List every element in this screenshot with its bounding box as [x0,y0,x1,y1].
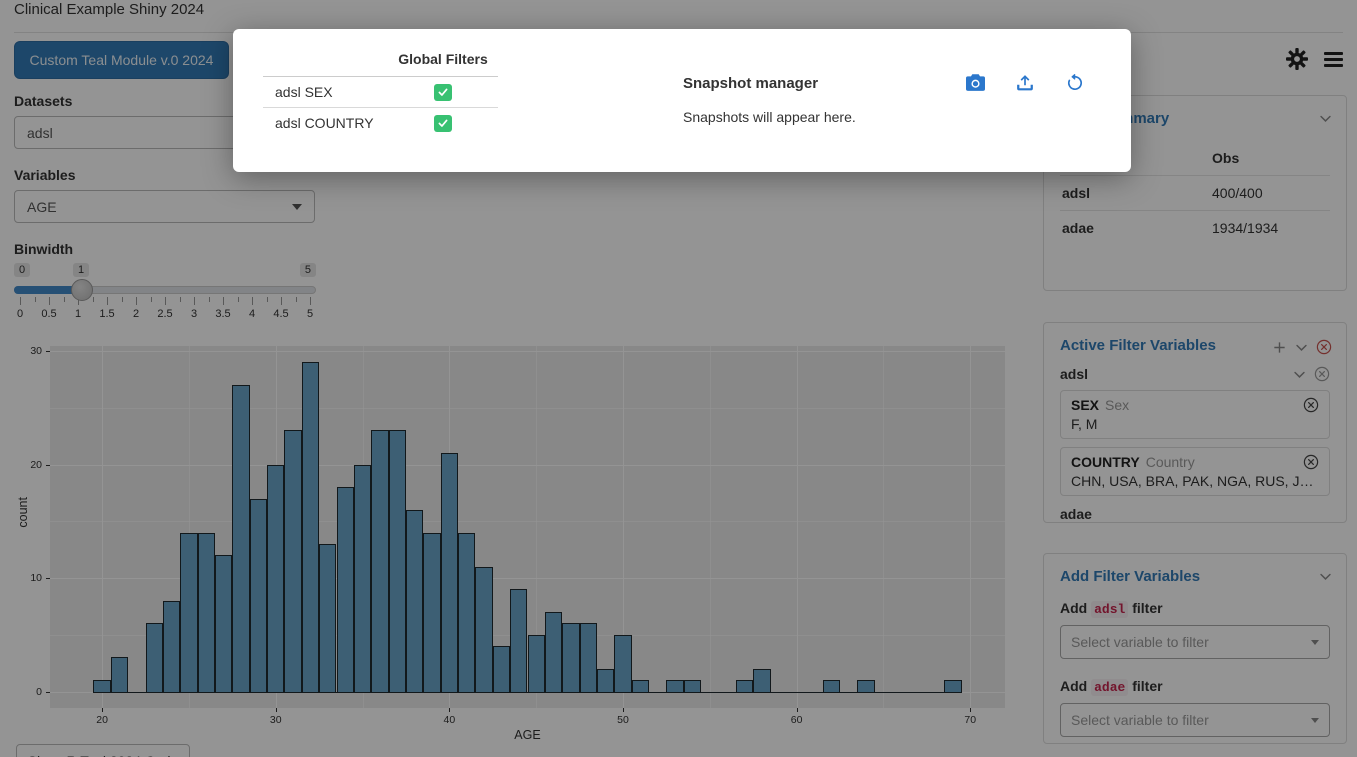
variables-label: Variables [14,167,76,183]
collapse-chevron-icon[interactable] [1295,341,1308,354]
remove-filter-icon[interactable] [1303,454,1319,470]
chevron-down-icon [1311,717,1319,723]
add-filters-card: Add Filter Variables Add adsl filter Sel… [1043,553,1347,744]
upload-icon[interactable] [1016,74,1034,92]
global-filter-row-sex: adsl SEX [263,76,498,108]
checkbox-checked-icon[interactable] [434,83,452,101]
camera-icon[interactable] [966,74,985,91]
summary-row-adae: adae 1934/1934 [1062,220,1279,236]
x-axis-title: AGE [514,728,541,742]
chevron-down-icon [1311,639,1319,645]
filter-values: CHN, USA, BRA, PAK, NGA, RUS, J… [1071,473,1314,489]
slider-grid: 0 0.5 1 1.5 2 2.5 3 3.5 4 4.5 5 [17,297,313,323]
active-filters-title: Active Filter Variables [1060,337,1216,354]
add-adae-filter-label: Add adae filter [1060,678,1163,696]
hamburger-icon[interactable] [1324,49,1343,70]
page-title: Clinical Example Shiny 2024 [14,1,205,18]
binwidth-label: Binwidth [14,241,74,257]
module-tab-button[interactable]: Custom Teal Module v.0 2024 [14,41,229,79]
remove-dataset-filters-icon[interactable] [1314,366,1330,382]
filter-manager-modal: Global Filters adsl SEX adsl COUNTRY Sna… [233,29,1131,172]
datasets-label: Datasets [14,93,73,109]
variables-select[interactable]: AGE [14,190,315,223]
add-adsl-filter-select[interactable]: Select variable to filter [1060,625,1330,659]
snapshot-empty-text: Snapshots will appear here. [683,109,856,125]
dataset-row-adsl: adsl [1060,366,1330,382]
collapse-chevron-icon[interactable] [1319,112,1332,125]
add-filter-plus-icon[interactable] [1272,340,1287,355]
slider-min-label: 0 [14,263,31,277]
global-filters-table: adsl SEX adsl COUNTRY [263,76,498,138]
remove-filter-icon[interactable] [1303,397,1319,413]
chevron-down-icon [292,203,302,210]
collapse-chevron-icon[interactable] [1293,368,1306,381]
remove-all-filters-icon[interactable] [1316,339,1332,355]
gear-icon[interactable] [1286,48,1308,70]
slider-fill [14,286,82,294]
checkbox-checked-icon[interactable] [434,114,452,132]
dataset-row-adae: adae [1060,506,1092,522]
filter-chip-sex: SEX Sex F, M [1060,390,1330,439]
global-filters-title: Global Filters [398,51,488,67]
slider-value-label: 1 [73,263,90,277]
add-filters-title: Add Filter Variables [1060,568,1201,585]
slider-max-label: 5 [299,263,316,277]
show-code-button[interactable]: Show R Teal 2024 Code [16,744,190,757]
variables-select-value: AGE [27,198,57,215]
age-histogram: 0 10 20 30 20 30 40 50 60 70 count AGE [14,340,1020,742]
summary-row-adsl: adsl 400/400 [1060,176,1330,211]
filter-summary-card: Filter Summary Dataname Obs adsl 400/400… [1043,95,1347,291]
snapshot-manager-title: Snapshot manager [683,75,819,92]
filter-chip-country: COUNTRY Country CHN, USA, BRA, PAK, NGA, … [1060,447,1330,496]
plot-panel [50,346,1005,708]
header-icons [1286,48,1343,70]
undo-icon[interactable] [1066,74,1084,92]
active-filters-card: Active Filter Variables adsl SEX Sex F, [1043,322,1347,523]
add-adae-filter-select[interactable]: Select variable to filter [1060,703,1330,737]
filter-values: F, M [1071,416,1098,432]
add-adsl-filter-label: Add adsl filter [1060,600,1163,618]
slider-handle[interactable] [71,279,93,301]
collapse-chevron-icon[interactable] [1319,570,1332,583]
binwidth-slider[interactable]: 0 5 1 0 0.5 1 1.5 2 2.5 3 3.5 4 4.5 5 [14,260,316,324]
global-filter-row-country: adsl COUNTRY [263,108,498,138]
